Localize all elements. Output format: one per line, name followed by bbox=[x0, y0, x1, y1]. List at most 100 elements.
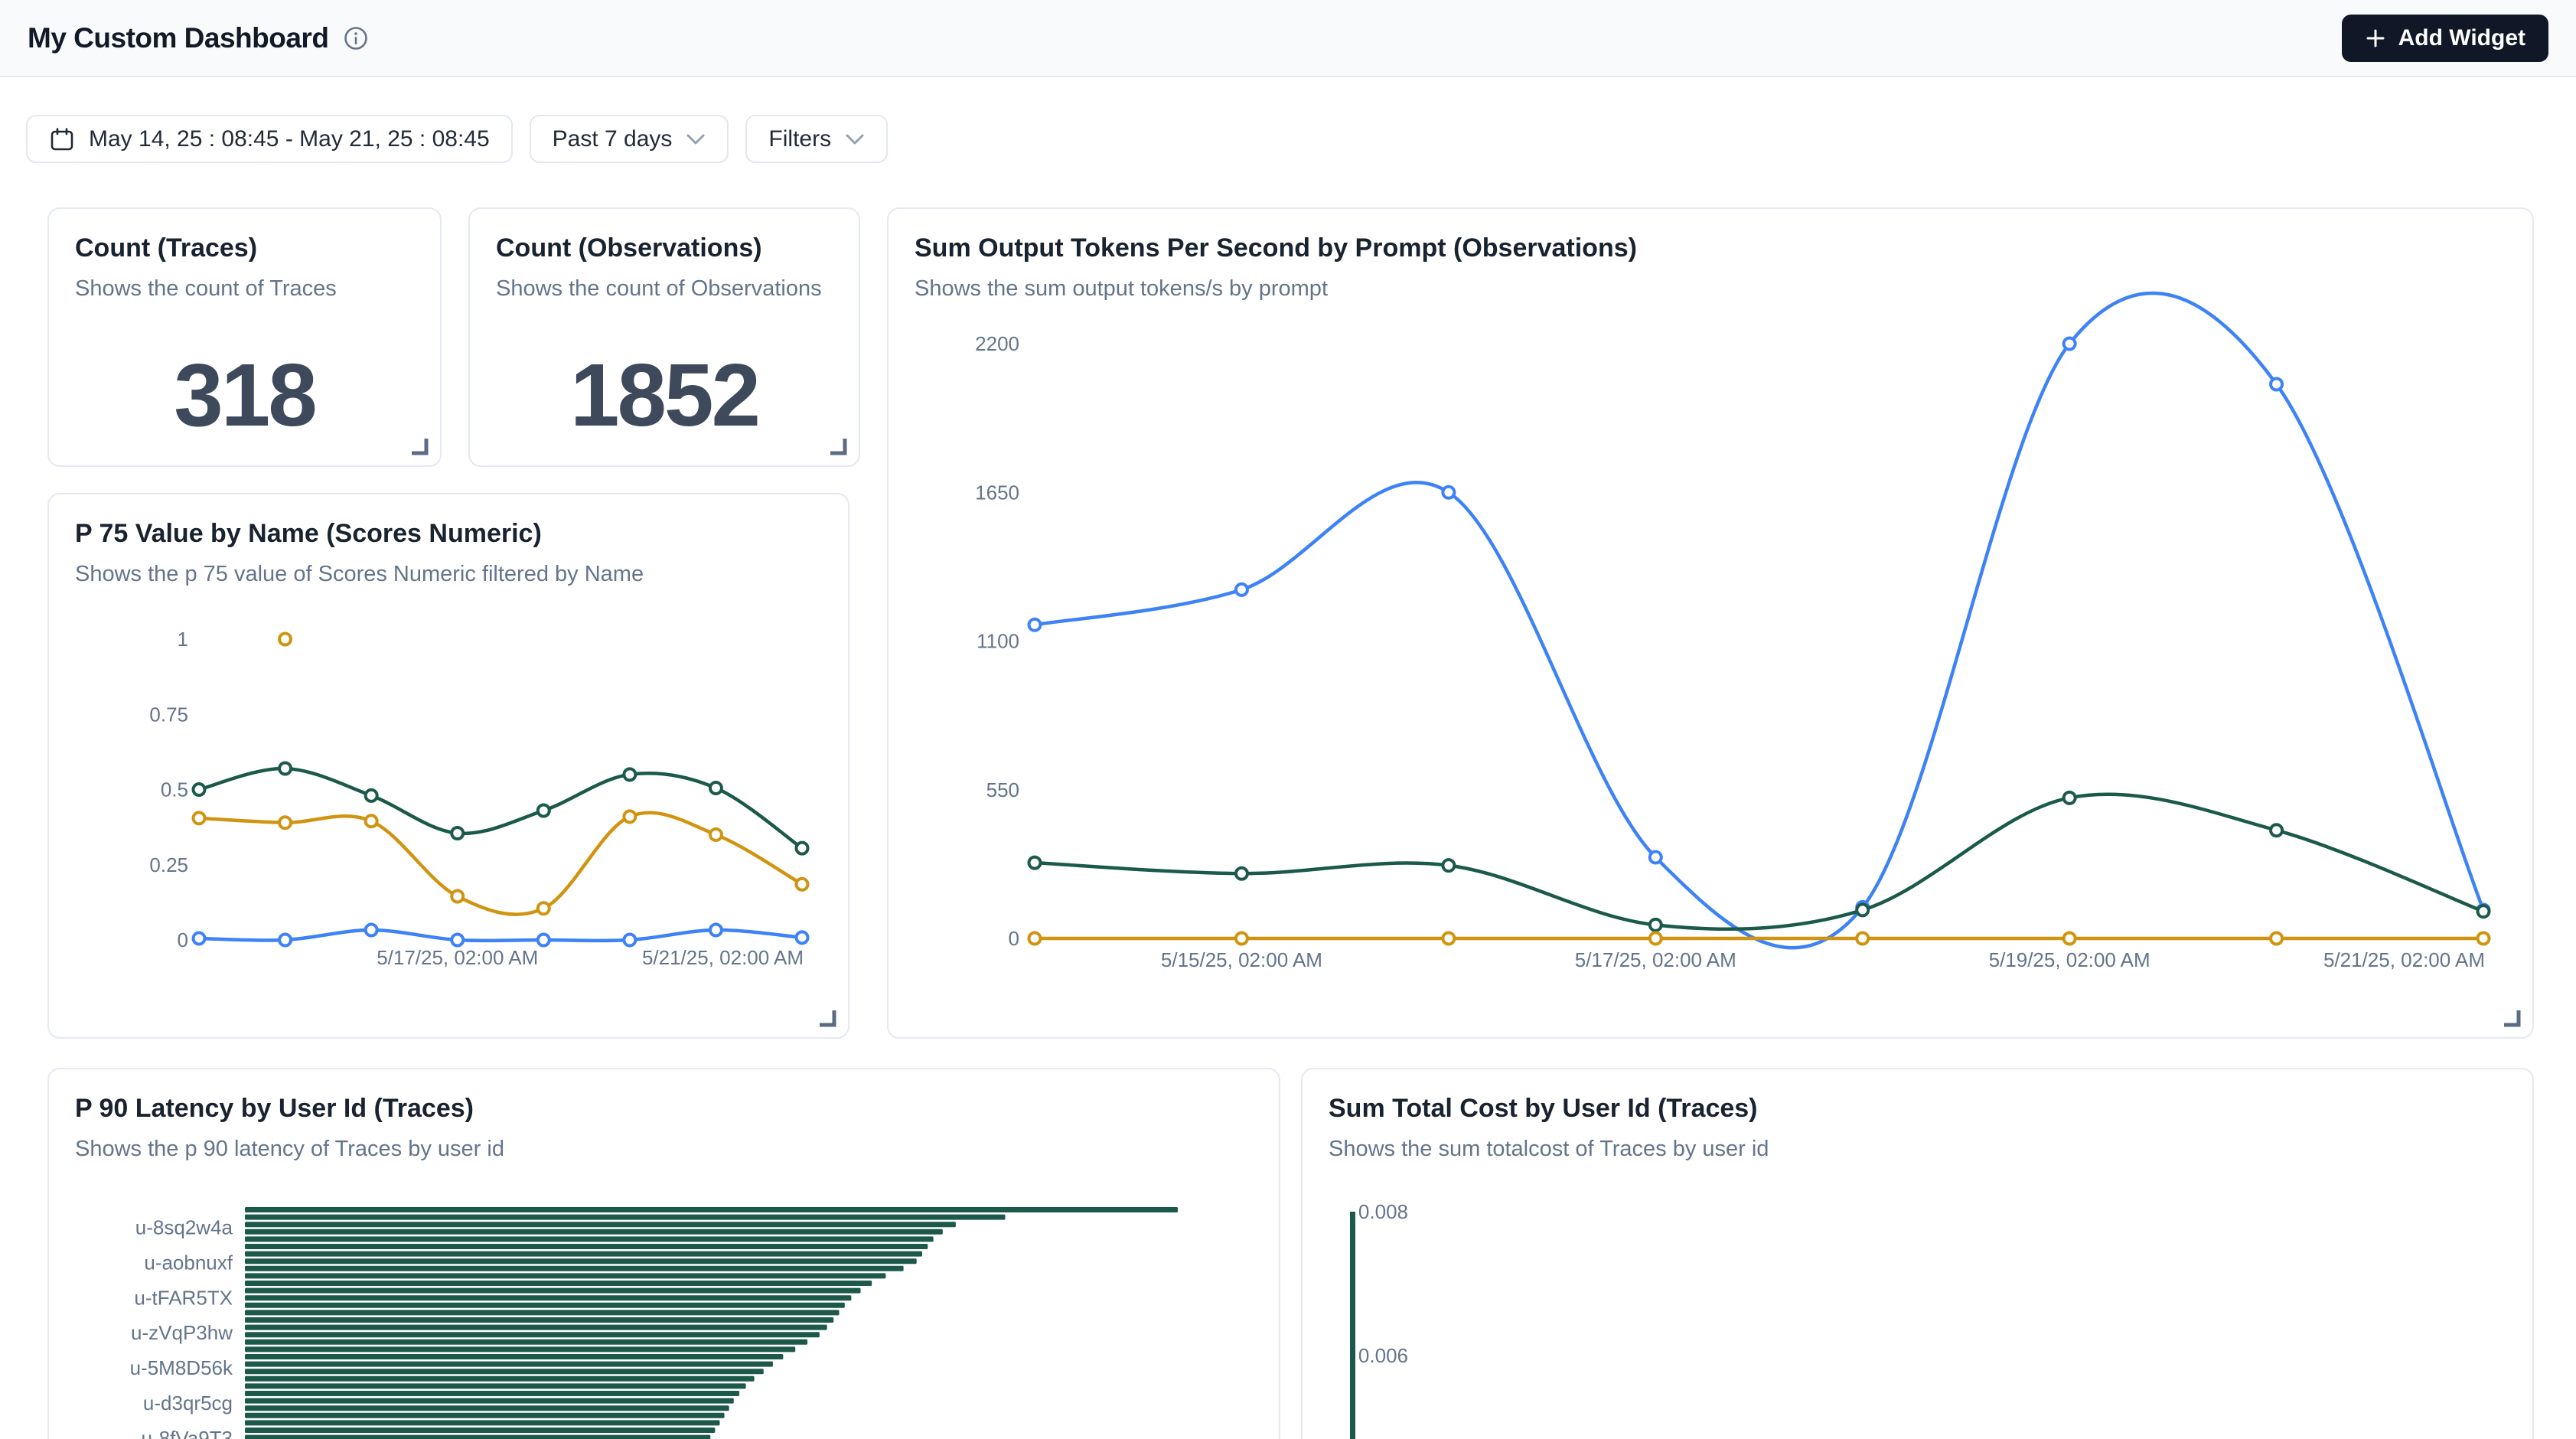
count-observations-value: 1852 bbox=[569, 345, 761, 445]
y-category-label: u-zVqP3hw bbox=[131, 1321, 233, 1344]
latency-bar bbox=[245, 1281, 872, 1286]
resize-handle-icon[interactable] bbox=[2500, 1007, 2522, 1028]
widget-title: Count (Traces) bbox=[75, 233, 258, 263]
date-preset-value: Past 7 days bbox=[552, 126, 673, 152]
resize-handle-icon[interactable] bbox=[408, 435, 429, 456]
latency-bar bbox=[245, 1302, 845, 1308]
latency-bar bbox=[245, 1332, 820, 1338]
y-tick-label: 0 bbox=[178, 928, 188, 951]
latency-bar bbox=[245, 1295, 852, 1301]
data-point-prompt-green bbox=[1027, 855, 1042, 870]
chevron-down-icon bbox=[846, 134, 864, 144]
resize-handle-icon[interactable] bbox=[827, 435, 848, 456]
latency-bar bbox=[245, 1317, 834, 1323]
widget-count-observations: Count (Observations) Shows the count of … bbox=[468, 207, 860, 467]
latency-bar bbox=[245, 1265, 904, 1271]
latency-bar bbox=[245, 1310, 840, 1316]
widget-title: P 75 Value by Name (Scores Numeric) bbox=[75, 519, 542, 548]
latency-bar bbox=[245, 1405, 729, 1411]
y-category-label: u-8sq2w4a bbox=[135, 1216, 233, 1239]
y-tick-label: 0.5 bbox=[161, 778, 188, 801]
latency-bar bbox=[245, 1398, 734, 1404]
latency-bar bbox=[245, 1258, 917, 1264]
widget-count-traces: Count (Traces) Shows the count of Traces… bbox=[47, 207, 442, 467]
data-point-score-green bbox=[191, 782, 207, 797]
p75-line-chart: 0 0.25 0.5 0.75 1 5/17/25, 02:00 AM 5/21/25, 0… bbox=[149, 628, 810, 969]
info-icon[interactable] bbox=[344, 26, 368, 51]
add-widget-button[interactable]: Add Widget bbox=[2341, 14, 2548, 62]
latency-bar bbox=[245, 1229, 943, 1235]
data-point-score-blue bbox=[191, 931, 207, 946]
line-series-score-blue bbox=[197, 928, 804, 943]
widget-title: Sum Output Tokens Per Second by Prompt (… bbox=[915, 233, 1637, 263]
data-point-score-green bbox=[622, 767, 637, 782]
latency-bar bbox=[245, 1412, 725, 1418]
add-widget-label: Add Widget bbox=[2398, 24, 2525, 51]
dashboard-header: My Custom Dashboard Add Widget bbox=[0, 0, 2576, 77]
latency-bar bbox=[245, 1244, 928, 1249]
p90-bar-chart: u-8sq2w4a u-aobnuxf u-tFAR5TX u-zVqP3hw u-5M… bbox=[130, 1207, 1178, 1439]
filters-dropdown[interactable]: Filters bbox=[745, 115, 889, 163]
tokens-line-chart: 0 550 1100 1650 2200 5/15/25, 02:00 AM 5/17/25… bbox=[975, 291, 2491, 971]
y-tick-label: 1 bbox=[178, 628, 188, 651]
widget-title: Sum Total Cost by User Id (Traces) bbox=[1329, 1094, 1758, 1123]
widget-cost-chart: Sum Total Cost by User Id (Traces) Shows… bbox=[1301, 1068, 2534, 1439]
plus-icon bbox=[2366, 29, 2385, 47]
page-title: My Custom Dashboard bbox=[28, 21, 329, 54]
data-point-score-orange bbox=[191, 811, 207, 826]
y-category-label: u-tFAR5TX bbox=[134, 1286, 233, 1309]
latency-bar bbox=[245, 1420, 720, 1426]
data-point-prompt-orange bbox=[1648, 931, 1663, 946]
x-tick-label: 5/17/25, 02:00 AM bbox=[1575, 948, 1736, 971]
x-tick-label: 5/15/25, 02:00 AM bbox=[1161, 948, 1322, 971]
latency-bar bbox=[245, 1214, 1006, 1220]
y-tick-label: 0.008 bbox=[1358, 1200, 1408, 1223]
toolbar: May 14, 25 : 08:45 - May 21, 25 : 08:45 … bbox=[26, 115, 889, 163]
latency-bar bbox=[245, 1273, 886, 1279]
filters-label: Filters bbox=[768, 126, 832, 152]
latency-bar bbox=[245, 1324, 827, 1330]
calendar-icon bbox=[51, 127, 73, 150]
latency-bar bbox=[245, 1346, 796, 1353]
resize-handle-icon[interactable] bbox=[816, 1007, 837, 1028]
y-category-label: u-aobnuxf bbox=[144, 1251, 233, 1274]
y-category-label: u-8fVa9T3 bbox=[142, 1427, 233, 1439]
data-point-score-blue bbox=[708, 922, 723, 938]
x-tick-label: 5/17/25, 02:00 AM bbox=[377, 946, 538, 969]
x-tick-label: 5/21/25, 02:00 AM bbox=[642, 946, 804, 969]
data-point-prompt-green bbox=[2269, 823, 2284, 838]
data-point-score-blue bbox=[622, 932, 637, 948]
line-series-prompt-green bbox=[1032, 792, 2486, 932]
y-tick-label: 0.75 bbox=[149, 703, 188, 726]
widget-subtitle: Shows the p 90 latency of Traces by user… bbox=[75, 1137, 504, 1162]
widget-subtitle: Shows the count of Observations bbox=[496, 276, 822, 302]
latency-bar bbox=[245, 1339, 808, 1345]
date-range-picker[interactable]: May 14, 25 : 08:45 - May 21, 25 : 08:45 bbox=[26, 115, 513, 163]
data-point-prompt-orange bbox=[2476, 931, 2491, 946]
data-point-prompt-blue bbox=[1648, 850, 1663, 865]
latency-bar bbox=[245, 1222, 956, 1228]
widget-p75-chart: P 75 Value by Name (Scores Numeric) Show… bbox=[47, 493, 849, 1039]
widget-title: P 90 Latency by User Id (Traces) bbox=[75, 1094, 474, 1123]
data-point-prompt-orange bbox=[2062, 931, 2077, 946]
data-point-score-orange bbox=[536, 901, 551, 916]
data-point-score-orange bbox=[622, 809, 637, 824]
latency-bar bbox=[245, 1354, 784, 1359]
line-series-prompt-blue bbox=[1032, 291, 2486, 950]
y-tick-label: 0.25 bbox=[149, 853, 188, 876]
widget-subtitle: Shows the sum output tokens/s by prompt bbox=[915, 276, 1328, 302]
date-preset-dropdown[interactable]: Past 7 days bbox=[529, 115, 729, 163]
cost-bar bbox=[1350, 1212, 1355, 1439]
chevron-down-icon bbox=[686, 134, 705, 144]
data-point-prompt-orange bbox=[2269, 931, 2284, 946]
data-point-prompt-orange bbox=[1234, 931, 1249, 946]
data-point-prompt-green bbox=[1648, 917, 1663, 932]
widget-subtitle: Shows the sum totalcost of Traces by use… bbox=[1329, 1137, 1769, 1162]
widget-subtitle: Shows the count of Traces bbox=[75, 276, 337, 302]
data-point-score-orange bbox=[450, 889, 465, 904]
data-point-prompt-orange bbox=[1027, 931, 1042, 946]
latency-bar bbox=[245, 1207, 1178, 1212]
data-point-score-orange-single-point bbox=[278, 631, 293, 647]
x-tick-label: 5/19/25, 02:00 AM bbox=[1989, 948, 2150, 971]
